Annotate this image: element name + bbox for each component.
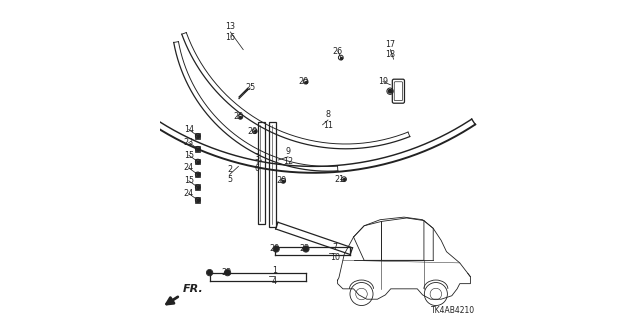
Text: 3
6: 3 6 xyxy=(255,154,260,173)
Polygon shape xyxy=(225,271,230,275)
Bar xyxy=(258,122,265,224)
Text: 20: 20 xyxy=(234,112,244,121)
Bar xyxy=(269,122,276,227)
Text: 24: 24 xyxy=(184,164,194,172)
Bar xyxy=(195,146,200,152)
Bar xyxy=(195,172,200,177)
Text: 20: 20 xyxy=(269,244,279,253)
Polygon shape xyxy=(388,90,392,93)
Polygon shape xyxy=(304,247,308,251)
Text: TK4AB4210: TK4AB4210 xyxy=(431,306,475,315)
Text: 2
5: 2 5 xyxy=(227,165,232,184)
Text: 1
4: 1 4 xyxy=(272,266,277,285)
Text: 7
10: 7 10 xyxy=(330,243,340,262)
Polygon shape xyxy=(207,271,212,275)
Bar xyxy=(195,133,200,139)
Text: 22: 22 xyxy=(221,268,232,277)
Text: 15: 15 xyxy=(184,176,194,185)
Bar xyxy=(195,184,200,190)
Text: 17
18: 17 18 xyxy=(385,40,396,59)
Text: 20: 20 xyxy=(276,176,286,185)
Polygon shape xyxy=(274,247,278,251)
Text: 25: 25 xyxy=(245,84,255,92)
Text: 8
11: 8 11 xyxy=(323,110,333,130)
Text: 24: 24 xyxy=(184,189,194,198)
Text: 20: 20 xyxy=(248,127,258,136)
Text: 21: 21 xyxy=(335,175,345,184)
Text: 14: 14 xyxy=(184,125,194,134)
Text: 23: 23 xyxy=(184,138,194,147)
Text: 20: 20 xyxy=(299,77,308,86)
Text: 22: 22 xyxy=(299,244,309,253)
Bar xyxy=(195,159,200,164)
Text: 13
16: 13 16 xyxy=(225,22,236,42)
Text: 19: 19 xyxy=(378,77,388,86)
Text: 15: 15 xyxy=(184,151,194,160)
Text: FR.: FR. xyxy=(182,284,203,294)
Bar xyxy=(195,197,200,203)
Text: 26: 26 xyxy=(333,47,343,56)
Text: 9
12: 9 12 xyxy=(283,147,293,166)
